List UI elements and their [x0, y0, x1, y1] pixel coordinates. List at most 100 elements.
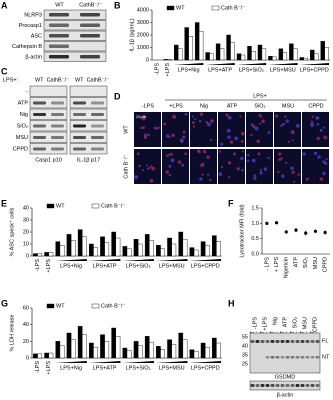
panel-label: G [1, 298, 8, 308]
bar [55, 341, 61, 359]
blot-band [300, 356, 305, 359]
cell [322, 171, 326, 176]
cell [234, 136, 239, 141]
group-label: SiO₂ [292, 317, 298, 328]
cell [149, 178, 154, 183]
group-label: LPS+Nig [60, 263, 82, 269]
cell [277, 171, 280, 174]
y-tick-label: 0 [26, 355, 29, 361]
blot-band [91, 147, 104, 151]
cell [316, 136, 320, 141]
bar [59, 345, 65, 359]
cell [311, 115, 314, 118]
blot-band [91, 113, 104, 116]
cell [316, 123, 320, 126]
marker-label: 55 [242, 334, 248, 340]
y-tick-label: 40 [23, 205, 29, 211]
bar [314, 53, 319, 61]
cell [282, 122, 286, 126]
cell [259, 171, 263, 175]
row-label: CPPD [13, 147, 28, 153]
bar [115, 336, 121, 359]
bar [282, 52, 288, 61]
cell [247, 153, 250, 157]
cell [233, 152, 236, 156]
row-label: SiO₂ [17, 124, 28, 130]
cell [142, 114, 146, 119]
marker-label: 35 [242, 352, 248, 358]
blot-band [285, 384, 290, 387]
bar [205, 52, 210, 61]
cell [263, 167, 268, 171]
bar [205, 346, 210, 359]
blot-band [80, 13, 100, 17]
cell [141, 126, 145, 130]
blot-band [275, 356, 280, 359]
bar [299, 57, 305, 61]
bar [171, 344, 177, 359]
bar [48, 352, 54, 359]
y-tick-label: 60 [23, 305, 29, 311]
blot-frame [69, 108, 108, 120]
y-tick-label: 10 [23, 241, 29, 247]
y-tick-label: 3000 [137, 20, 149, 26]
blot-band [275, 340, 280, 343]
bar [268, 56, 273, 61]
bar [44, 252, 49, 257]
column-label: CathB⁻/⁻ [86, 77, 109, 83]
cell [168, 164, 172, 168]
bar [184, 27, 189, 61]
blot-band [91, 101, 104, 105]
dose-wedge [55, 259, 87, 261]
y-tick-label: 30 [23, 217, 29, 223]
group-label: LPS+ATP [208, 67, 232, 73]
bar [104, 242, 110, 257]
bar [216, 342, 221, 359]
blot-band [280, 384, 285, 387]
cell [192, 125, 196, 128]
bar [278, 48, 284, 61]
cell [284, 115, 287, 118]
blot-band [275, 384, 280, 387]
bar [160, 349, 165, 359]
cell [202, 149, 207, 154]
cell [250, 133, 253, 137]
cell [227, 135, 231, 140]
bar [126, 350, 132, 359]
cell [239, 115, 242, 118]
panel-label: F [228, 198, 234, 208]
cell [315, 116, 319, 120]
cell [165, 154, 169, 157]
blot-frame [29, 131, 68, 143]
cell [146, 164, 149, 167]
cell [257, 152, 261, 156]
bar [219, 48, 225, 61]
cell [278, 152, 282, 156]
blot-band [51, 136, 64, 139]
cell [241, 150, 244, 153]
dose-wedge [55, 361, 87, 363]
cell [140, 126, 143, 130]
cell [207, 122, 211, 127]
band-label: FL [322, 338, 328, 344]
dose-wedge [173, 63, 204, 65]
y-tick-label: 20 [23, 339, 29, 345]
blot-band [91, 136, 104, 139]
bar [100, 236, 105, 257]
bar [171, 243, 177, 257]
x-tick-label: - LPS [264, 257, 270, 271]
bar [177, 48, 183, 61]
blot-band [270, 356, 275, 359]
group-label: LPS+ATP [93, 263, 117, 269]
blot-band [33, 101, 46, 105]
column-label: +LPS [169, 103, 183, 109]
legend-swatch [46, 203, 55, 209]
cell [323, 135, 328, 140]
bar [156, 346, 161, 359]
x-tick-label: MSU [313, 257, 319, 269]
bar [133, 341, 139, 359]
dot [284, 230, 288, 234]
micrograph [190, 112, 217, 147]
cell [181, 163, 185, 167]
